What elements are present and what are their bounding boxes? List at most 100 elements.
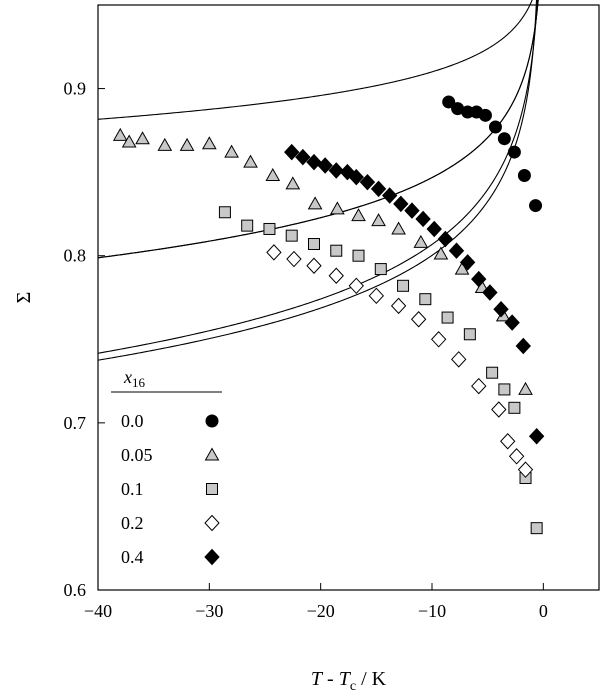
data-point (263, 222, 276, 235)
data-point (371, 213, 386, 227)
data-point (224, 144, 239, 158)
data-point (430, 331, 447, 348)
data-point (451, 351, 467, 368)
legend-marker (205, 414, 219, 428)
data-point (243, 154, 258, 168)
data-point (491, 401, 507, 418)
y-tick-label: 0.6 (64, 580, 87, 600)
data-point (471, 377, 487, 395)
series-0-05 (112, 127, 533, 395)
data-point (488, 120, 502, 134)
x-tick-label: −30 (195, 601, 223, 621)
data-point (459, 254, 476, 271)
data-point (368, 287, 385, 305)
legend-label: 0.05 (121, 445, 153, 465)
data-point (454, 261, 470, 275)
legend-title-sub: 16 (132, 375, 146, 390)
plot-frame (97, 4, 600, 591)
legend-entries: 0.0 0.05 0.1 0.2 0.4 (121, 411, 220, 567)
data-point (498, 383, 511, 396)
y-axis-ticks: 0.6 0.7 0.8 0.9 (64, 79, 105, 600)
y-tick-label: 0.7 (64, 413, 87, 433)
series-0-4 (284, 143, 545, 445)
series-0-2 (266, 244, 534, 478)
data-point (157, 137, 173, 151)
data-point (448, 242, 465, 259)
data-point (497, 132, 511, 146)
legend-label: 0.2 (121, 513, 144, 533)
x-axis-label-var2: T (339, 668, 352, 690)
data-point (517, 168, 531, 182)
data-point (328, 162, 344, 179)
data-point (419, 293, 432, 306)
data-point (218, 206, 231, 219)
fit-curve (97, 0, 539, 259)
data-point (504, 314, 520, 331)
data-point (493, 300, 509, 318)
data-point (330, 244, 343, 257)
data-point (328, 267, 344, 285)
data-point (415, 210, 431, 228)
data-point (121, 134, 137, 148)
data-point (518, 381, 533, 395)
data-point (413, 234, 429, 248)
data-point (374, 263, 387, 276)
data-point (307, 238, 320, 251)
data-point (515, 337, 531, 355)
x-tick-label: −10 (418, 601, 446, 621)
x-axis-label: T - Tc / K (311, 668, 387, 694)
data-point (530, 522, 543, 535)
data-point (382, 187, 398, 204)
data-point (507, 145, 521, 159)
data-point (528, 427, 545, 445)
data-point (500, 433, 516, 450)
data-point (370, 180, 387, 198)
data-point (307, 196, 323, 210)
data-point (351, 208, 366, 222)
legend: x16 0.0 0.05 0.1 0.2 0.4 (111, 367, 222, 567)
data-point (112, 127, 128, 141)
y-tick-label: 0.8 (64, 246, 87, 266)
data-point (393, 195, 409, 213)
data-point (306, 257, 322, 274)
data-point (404, 202, 420, 219)
data-point (397, 279, 410, 292)
fit-curve (97, 0, 533, 120)
legend-label: 0.4 (121, 547, 144, 567)
data-point (348, 168, 364, 186)
legend-label: 0.1 (121, 479, 144, 499)
data-point (285, 229, 298, 242)
data-point (529, 199, 543, 213)
data-point (426, 220, 442, 238)
data-point (241, 219, 254, 232)
x-axis-label-sub: c (350, 679, 356, 694)
data-point (359, 173, 376, 191)
data-point (442, 95, 456, 109)
fit-curve (97, 0, 538, 354)
data-point (286, 250, 302, 268)
x-axis-label-unit: / K (356, 668, 387, 690)
data-point (284, 143, 300, 161)
data-point (410, 310, 427, 328)
series-0-0 (442, 95, 543, 213)
data-point (390, 297, 407, 315)
data-point (463, 328, 476, 341)
data-point (285, 176, 301, 190)
series-0-1 (218, 206, 543, 535)
legend-title: x16 (123, 367, 146, 390)
x-tick-label: 0 (539, 601, 548, 621)
legend-label: 0.0 (121, 411, 144, 431)
data-point (508, 448, 525, 465)
data-point (391, 221, 406, 235)
data-point (433, 246, 449, 260)
data-point (135, 131, 150, 145)
data-point (478, 108, 492, 122)
x-tick-label: −20 (307, 601, 335, 621)
x-axis-label-var: T (311, 668, 324, 690)
data-point (317, 157, 333, 174)
data-point (437, 230, 454, 248)
data-point (295, 148, 311, 166)
y-axis-label: Σ (13, 292, 35, 304)
x-tick-label: −40 (84, 601, 112, 621)
